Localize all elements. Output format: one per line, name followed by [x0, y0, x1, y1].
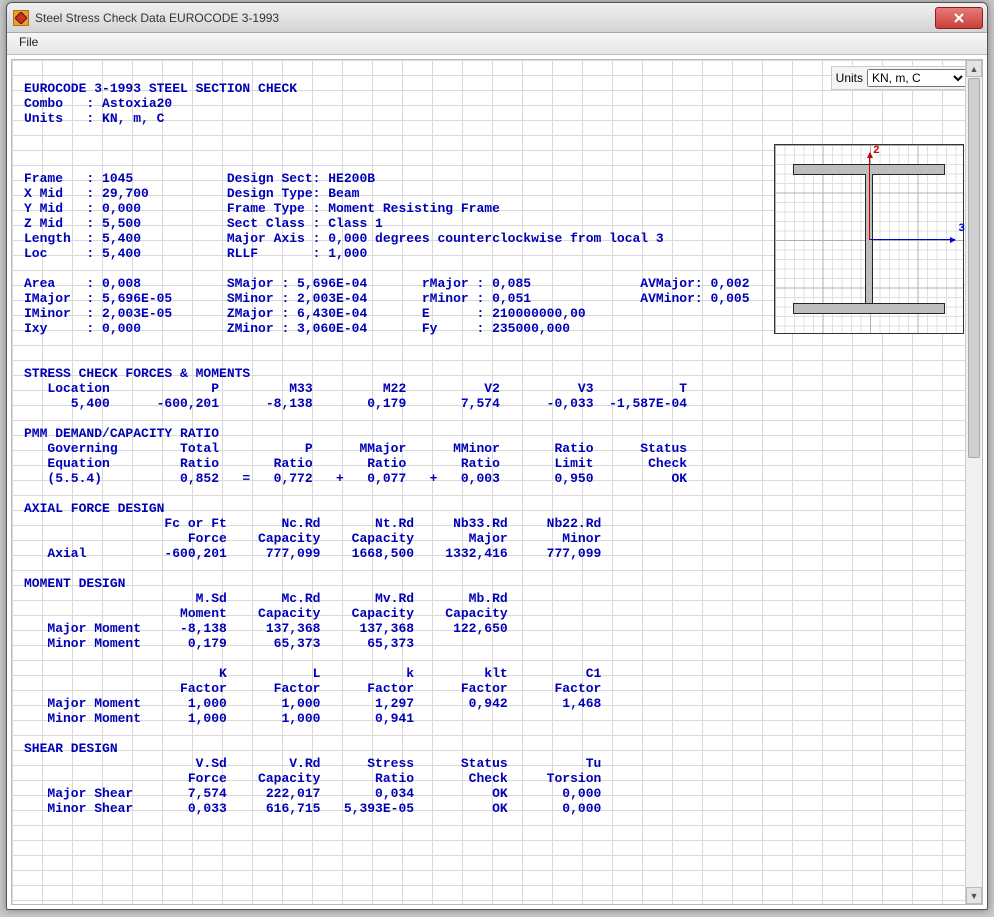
frame-l1: Frame : 1045 Design Sect: HE200B: [24, 171, 375, 186]
moment-row2: Minor Moment 0,179 65,373 65,373: [24, 636, 414, 651]
stress-row: 5,400 -600,201 -8,138 0,179 7,574 -0,033…: [24, 396, 687, 411]
shear-hdr2: Force Capacity Ratio Check Torsion: [24, 771, 601, 786]
content-area: Units KN, m, C 2 3 EUROCODE 3-1993 STEEL…: [11, 59, 983, 905]
close-button[interactable]: [935, 7, 983, 29]
frame-l5: Length : 5,400 Major Axis : 0,000 degree…: [24, 231, 664, 246]
hdr-combo: Combo : Astoxia20: [24, 96, 172, 111]
moment-hdr4: Factor Factor Factor Factor Factor: [24, 681, 601, 696]
units-label: Units: [836, 71, 863, 85]
moment-hdr1: M.Sd Mc.Rd Mv.Rd Mb.Rd: [24, 591, 508, 606]
axial-title: AXIAL FORCE DESIGN: [24, 501, 164, 516]
moment-hdr2: Moment Capacity Capacity Capacity: [24, 606, 508, 621]
scroll-down-button[interactable]: ▼: [966, 887, 982, 904]
scrollbar-thumb[interactable]: [968, 78, 980, 458]
titlebar: Steel Stress Check Data EUROCODE 3-1993: [7, 3, 987, 33]
stress-title: STRESS CHECK FORCES & MOMENTS: [24, 366, 250, 381]
frame-l4: Z Mid : 5,500 Sect Class : Class 1: [24, 216, 383, 231]
section-diagram: 2 3: [774, 144, 964, 334]
axial-hdr2: Force Capacity Capacity Major Minor: [24, 531, 601, 546]
pmm-title: PMM DEMAND/CAPACITY RATIO: [24, 426, 219, 441]
pmm-hdr2: Equation Ratio Ratio Ratio Ratio Limit C…: [24, 456, 687, 471]
moment-row4: Minor Moment 1,000 1,000 0,941: [24, 711, 414, 726]
props-l3: IMinor : 2,003E-05 ZMajor : 6,430E-04 E …: [24, 306, 586, 321]
report-text: EUROCODE 3-1993 STEEL SECTION CHECK Comb…: [24, 81, 750, 816]
moment-row3: Major Moment 1,000 1,000 1,297 0,942 1,4…: [24, 696, 601, 711]
props-l1: Area : 0,008 SMajor : 5,696E-04 rMajor :…: [24, 276, 750, 291]
shear-title: SHEAR DESIGN: [24, 741, 118, 756]
hdr-units: Units : KN, m, C: [24, 111, 164, 126]
frame-l3: Y Mid : 0,000 Frame Type : Moment Resist…: [24, 201, 500, 216]
app-window: Steel Stress Check Data EUROCODE 3-1993 …: [6, 2, 988, 910]
menubar: File: [7, 33, 987, 55]
window-title: Steel Stress Check Data EUROCODE 3-1993: [35, 11, 935, 25]
axis-3: [869, 239, 955, 240]
axial-hdr1: Fc or Ft Nc.Rd Nt.Rd Nb33.Rd Nb22.Rd: [24, 516, 601, 531]
hdr-title: EUROCODE 3-1993 STEEL SECTION CHECK: [24, 81, 297, 96]
scroll-up-button[interactable]: ▲: [966, 60, 982, 77]
vertical-scrollbar[interactable]: ▲ ▼: [965, 60, 982, 904]
props-l2: IMajor : 5,696E-05 SMinor : 2,003E-04 rM…: [24, 291, 750, 306]
stress-hdr: Location P M33 M22 V2 V3 T: [24, 381, 687, 396]
menu-file[interactable]: File: [13, 33, 44, 51]
pmm-row: (5.5.4) 0,852 = 0,772 + 0,077 + 0,003 0,…: [24, 471, 687, 486]
units-panel: Units KN, m, C: [831, 66, 972, 90]
moment-row1: Major Moment -8,138 137,368 137,368 122,…: [24, 621, 508, 636]
pmm-hdr1: Governing Total P MMajor MMinor Ratio St…: [24, 441, 687, 456]
units-select[interactable]: KN, m, C: [867, 69, 967, 87]
moment-title: MOMENT DESIGN: [24, 576, 125, 591]
moment-hdr3: K L k klt C1: [24, 666, 601, 681]
frame-l6: Loc : 5,400 RLLF : 1,000: [24, 246, 367, 261]
axis-3-label: 3: [958, 223, 965, 235]
app-icon: [13, 10, 29, 26]
shear-row2: Minor Shear 0,033 616,715 5,393E-05 OK 0…: [24, 801, 601, 816]
axis-2: [869, 153, 870, 240]
axis-2-label: 2: [873, 145, 880, 157]
frame-l2: X Mid : 29,700 Design Type: Beam: [24, 186, 359, 201]
props-l4: Ixy : 0,000 ZMinor : 3,060E-04 Fy : 2350…: [24, 321, 570, 336]
shear-hdr1: V.Sd V.Rd Stress Status Tu: [24, 756, 601, 771]
shear-row1: Major Shear 7,574 222,017 0,034 OK 0,000: [24, 786, 601, 801]
axial-row: Axial -600,201 777,099 1668,500 1332,416…: [24, 546, 601, 561]
